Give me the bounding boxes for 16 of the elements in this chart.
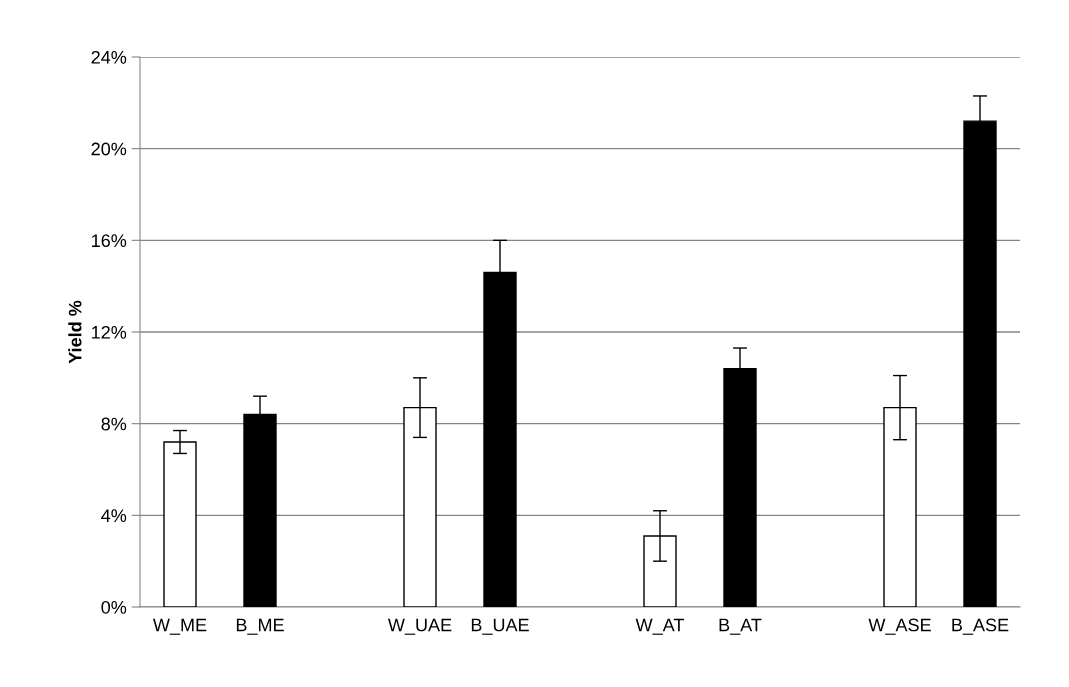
x-tick-label: W_AT (635, 618, 684, 635)
y-tick-label: 20% (91, 142, 127, 156)
x-tick-label: B_ASE (952, 618, 1009, 635)
y-tick-label: 0% (101, 600, 127, 614)
x-tick-label: B_AT (719, 618, 762, 635)
y-axis-title: Yield % (68, 300, 82, 364)
y-tick-label: 16% (92, 234, 127, 248)
y-tick-label: 12% (92, 325, 127, 339)
x-tick-label: W_ME (153, 618, 207, 635)
y-tick-label: 8% (101, 417, 127, 431)
y-tick-label: 24% (91, 50, 127, 64)
x-tick-label: W_ASE (868, 618, 931, 635)
x-tick-label: B_ME (236, 618, 284, 635)
x-tick-label: W_UAE (387, 618, 452, 635)
x-tick-label: B_UAE (471, 618, 529, 635)
y-tick-label: 4% (101, 509, 127, 522)
